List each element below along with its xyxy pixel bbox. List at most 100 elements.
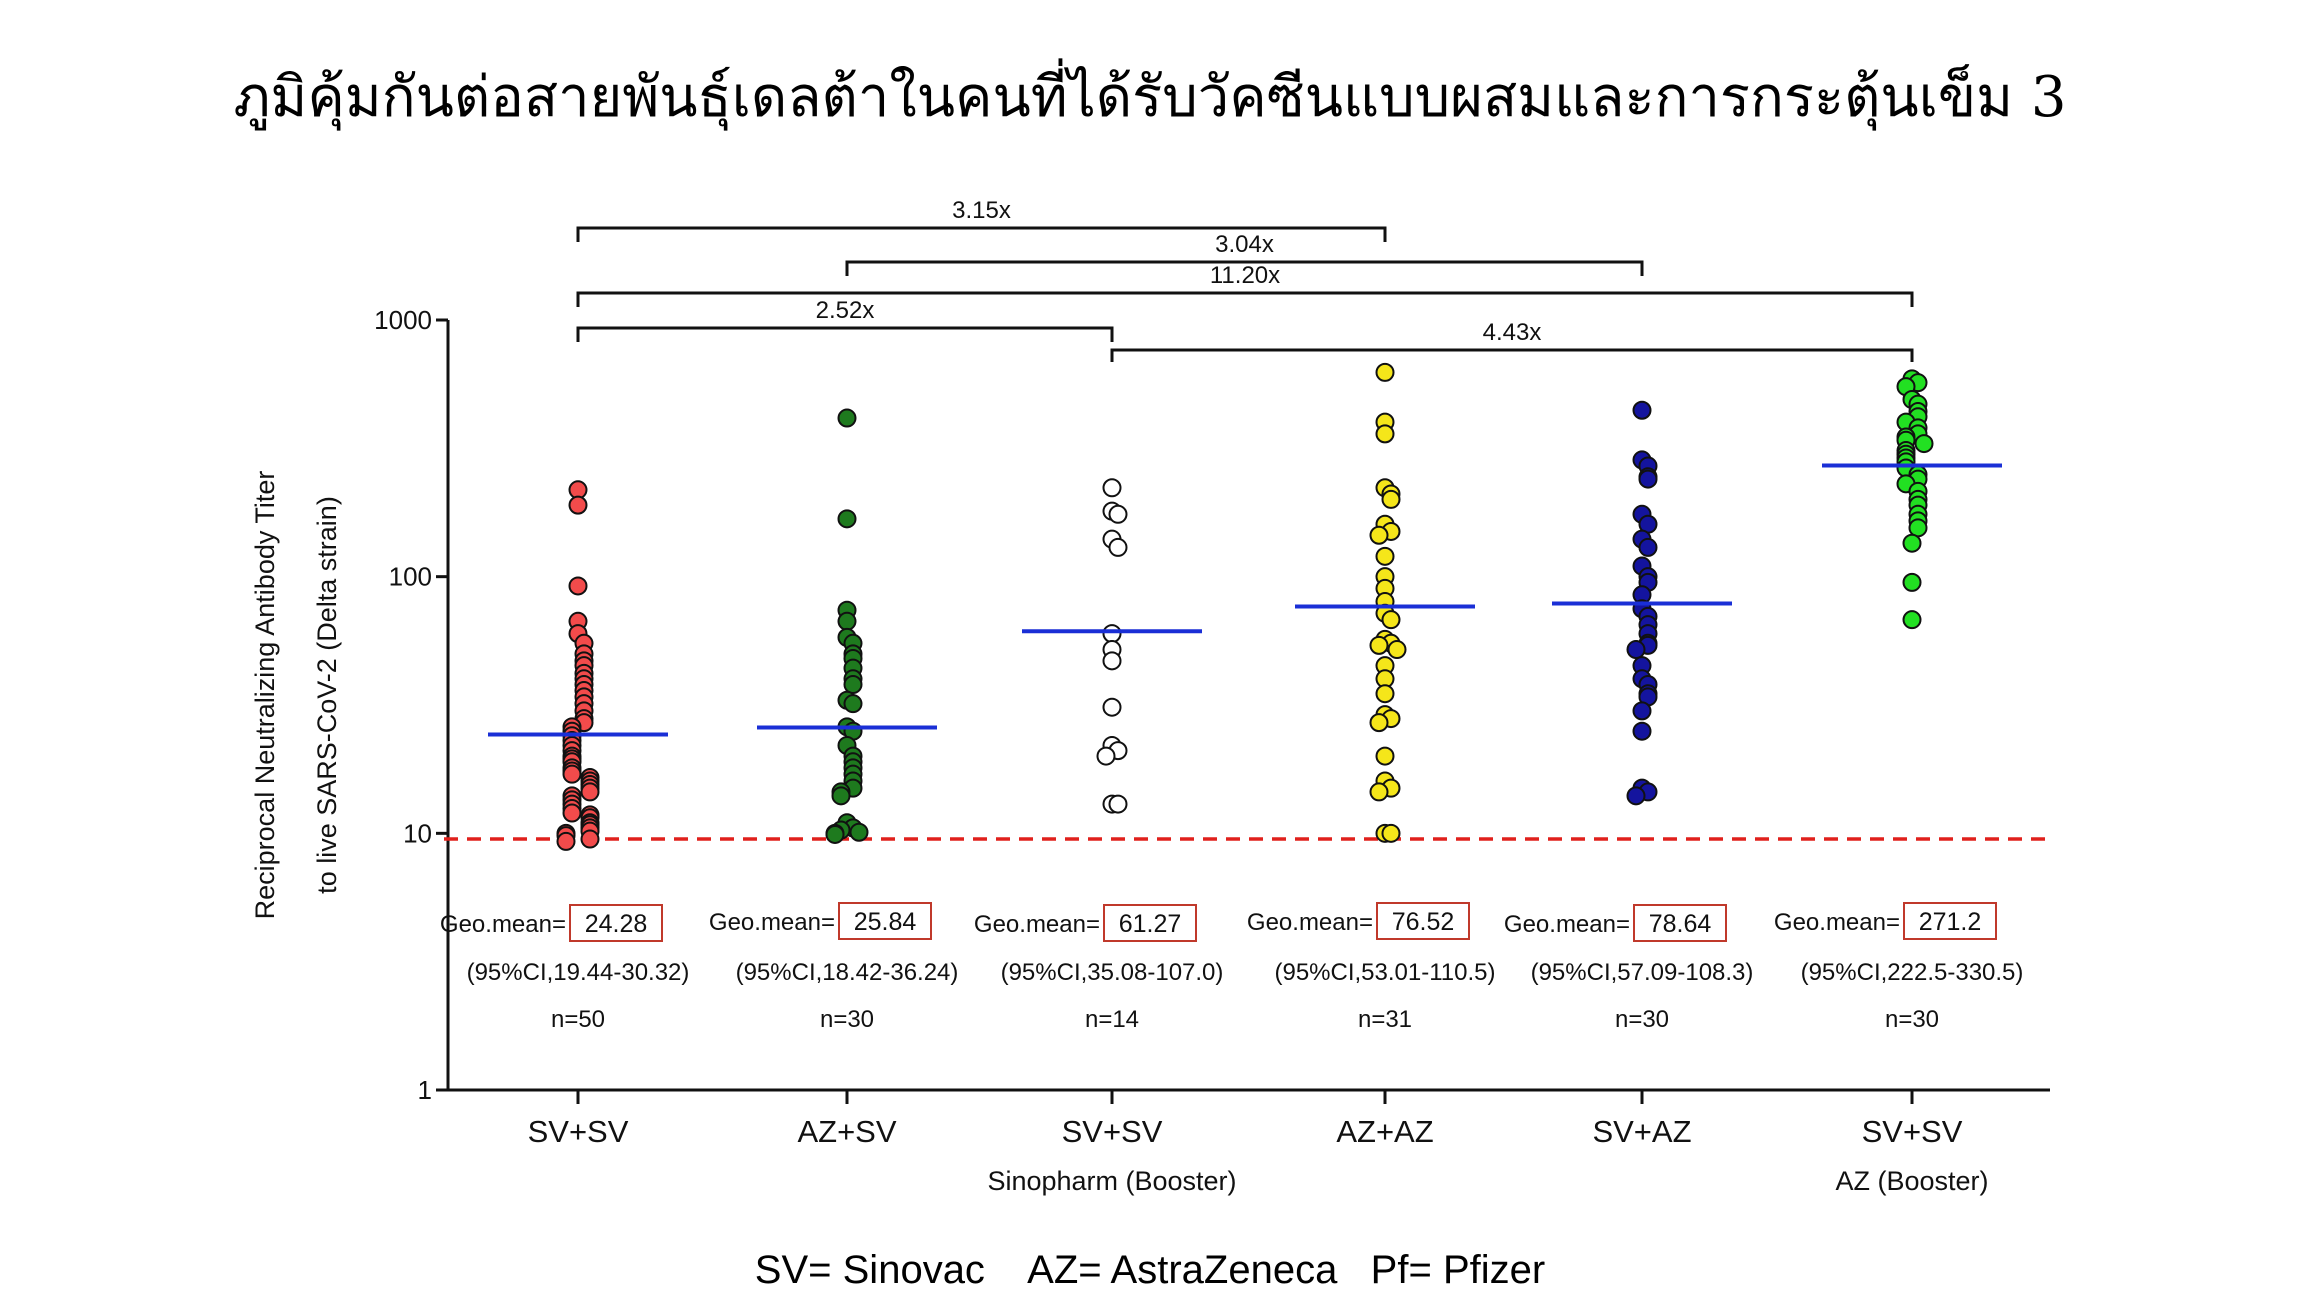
n-count-group-4: n=31 bbox=[1358, 1006, 1412, 1033]
ci-text-group-6: (95%CI,222.5-330.5) bbox=[1801, 959, 2024, 986]
slide-title: ภูมิคุ้มกันต่อสายพันธุ์เดลต้าในคนที่ได้ร… bbox=[233, 65, 2067, 130]
data-point-g2-24 bbox=[831, 786, 851, 806]
geo-mean-prefix-group-3: Geo.mean= bbox=[974, 911, 1100, 938]
data-point-g1-2 bbox=[568, 495, 588, 515]
n-count-group-5: n=30 bbox=[1615, 1006, 1669, 1033]
ci-text-group-2: (95%CI,18.42-36.24) bbox=[736, 959, 959, 986]
geo-mean-prefix-group-6: Geo.mean= bbox=[1774, 909, 1900, 936]
comparison-bracket-4 bbox=[576, 326, 1114, 342]
geo-mean-value-group-5: 78.64 bbox=[1649, 910, 1712, 938]
x-label-group-6: SV+SV bbox=[1862, 1114, 1963, 1149]
ci-text-group-5: (95%CI,57.09-108.3) bbox=[1531, 959, 1754, 986]
x-label-group-1: SV+SV bbox=[528, 1114, 629, 1149]
ci-text-group-1: (95%CI,19.44-30.32) bbox=[467, 959, 690, 986]
data-point-g2-4 bbox=[837, 611, 857, 631]
x-label-group-4: AZ+AZ bbox=[1336, 1114, 1433, 1149]
data-point-g5-1 bbox=[1632, 400, 1652, 420]
data-point-g3-14 bbox=[1108, 794, 1128, 814]
data-point-g1-40 bbox=[562, 803, 582, 823]
data-point-g6-29 bbox=[1902, 572, 1922, 592]
data-point-g3-3 bbox=[1108, 504, 1128, 524]
data-point-g2-30 bbox=[825, 824, 845, 844]
x-sublabel-group-6: AZ (Booster) bbox=[1835, 1166, 1988, 1196]
n-count-group-6: n=30 bbox=[1885, 1006, 1939, 1033]
geo-mean-value-group-4: 76.52 bbox=[1392, 908, 1455, 936]
ci-text-group-3: (95%CI,35.08-107.0) bbox=[1001, 959, 1224, 986]
data-point-g4-15 bbox=[1381, 610, 1401, 630]
data-point-g2-28 bbox=[849, 822, 869, 842]
comparison-label-2: 3.04x bbox=[1215, 231, 1274, 258]
n-count-group-3: n=14 bbox=[1085, 1006, 1139, 1033]
data-point-g5-26 bbox=[1632, 701, 1652, 721]
data-point-g6-13 bbox=[1914, 434, 1934, 454]
data-point-g4-29 bbox=[1369, 782, 1389, 802]
x-label-group-2: AZ+SV bbox=[797, 1114, 896, 1149]
data-point-g5-20 bbox=[1626, 640, 1646, 660]
data-point-g4-9 bbox=[1369, 525, 1389, 545]
y-tick-label-1000: 1000 bbox=[374, 305, 432, 335]
data-point-g3-9 bbox=[1102, 697, 1122, 717]
data-point-g6-30 bbox=[1902, 610, 1922, 630]
geo-mean-prefix-group-1: Geo.mean= bbox=[440, 911, 566, 938]
data-point-g4-1 bbox=[1375, 362, 1395, 382]
geo-mean-value-group-6: 271.2 bbox=[1919, 908, 1982, 936]
comparison-label-1: 3.15x bbox=[952, 197, 1011, 224]
data-point-g1-35 bbox=[580, 782, 600, 802]
data-point-g2-2 bbox=[837, 509, 857, 529]
data-point-g4-22 bbox=[1375, 684, 1395, 704]
geo-mean-box-group-6 bbox=[1903, 902, 1997, 940]
comparison-bracket-1 bbox=[576, 226, 1387, 242]
n-count-group-2: n=30 bbox=[820, 1006, 874, 1033]
data-point-g5-9 bbox=[1638, 537, 1658, 557]
data-point-g3-5 bbox=[1108, 537, 1128, 557]
data-point-g4-19 bbox=[1387, 640, 1407, 660]
geo-mean-box-group-5 bbox=[1633, 904, 1727, 942]
geo-mean-box-group-4 bbox=[1376, 902, 1470, 940]
data-point-g4-18 bbox=[1369, 635, 1389, 655]
y-axis-label-line-2: to live SARS-CoV-2 (Delta strain) bbox=[312, 496, 342, 894]
data-point-g1-49 bbox=[580, 829, 600, 849]
vaccine-abbreviation-footnote: SV= Sinovac AZ= AstraZeneca Pf= Pfizer bbox=[754, 1248, 1546, 1292]
data-point-g3-1 bbox=[1102, 478, 1122, 498]
data-point-g5-30 bbox=[1626, 786, 1646, 806]
data-point-g1-30 bbox=[562, 764, 582, 784]
data-point-g4-3 bbox=[1375, 424, 1395, 444]
y-tick-label-100: 100 bbox=[389, 562, 432, 592]
n-count-group-1: n=50 bbox=[551, 1006, 605, 1033]
data-point-g6-28 bbox=[1902, 533, 1922, 553]
data-point-g2-1 bbox=[837, 408, 857, 428]
data-point-g3-12 bbox=[1096, 746, 1116, 766]
x-sublabel-group-3: Sinopharm (Booster) bbox=[987, 1166, 1236, 1196]
data-point-g4-26 bbox=[1375, 746, 1395, 766]
geo-mean-value-group-2: 25.84 bbox=[854, 908, 917, 936]
neutralizing-antibody-chart: 1 10 100 1000 Reciprocal Neutralizing Antibo… bbox=[250, 197, 2050, 1196]
comparison-bracket-2 bbox=[845, 260, 1644, 276]
data-point-g4-25 bbox=[1369, 713, 1389, 733]
y-tick-label-1: 1 bbox=[418, 1075, 432, 1105]
geo-mean-box-group-3 bbox=[1103, 904, 1197, 942]
data-point-g4-10 bbox=[1375, 546, 1395, 566]
data-point-g4-6 bbox=[1381, 489, 1401, 509]
data-point-g4-31 bbox=[1381, 823, 1401, 843]
geo-mean-value-group-3: 61.27 bbox=[1119, 910, 1182, 938]
geo-mean-prefix-group-2: Geo.mean= bbox=[709, 909, 835, 936]
geo-mean-box-group-1 bbox=[569, 904, 663, 942]
x-label-group-3: SV+SV bbox=[1062, 1114, 1163, 1149]
x-label-group-5: SV+AZ bbox=[1592, 1114, 1691, 1149]
geo-mean-prefix-group-5: Geo.mean= bbox=[1504, 911, 1630, 938]
data-point-g2-11 bbox=[843, 675, 863, 695]
comparison-label-5: 4.43x bbox=[1483, 319, 1542, 346]
comparison-bracket-3 bbox=[576, 291, 1914, 307]
y-axis-label-line-1: Reciprocal Neutralizing Antibody Titer bbox=[250, 471, 280, 920]
comparison-label-3: 11.20x bbox=[1210, 262, 1280, 289]
comparison-label-4: 2.52x bbox=[816, 297, 875, 324]
geo-mean-box-group-2 bbox=[838, 902, 932, 940]
data-point-g1-3 bbox=[568, 576, 588, 596]
data-point-g5-5 bbox=[1638, 469, 1658, 489]
y-tick-label-10: 10 bbox=[403, 818, 432, 848]
comparison-bracket-5 bbox=[1110, 348, 1914, 362]
data-point-g3-8 bbox=[1102, 651, 1122, 671]
data-point-g2-13 bbox=[843, 694, 863, 714]
data-point-g3-6 bbox=[1102, 624, 1122, 644]
geo-mean-prefix-group-4: Geo.mean= bbox=[1247, 909, 1373, 936]
